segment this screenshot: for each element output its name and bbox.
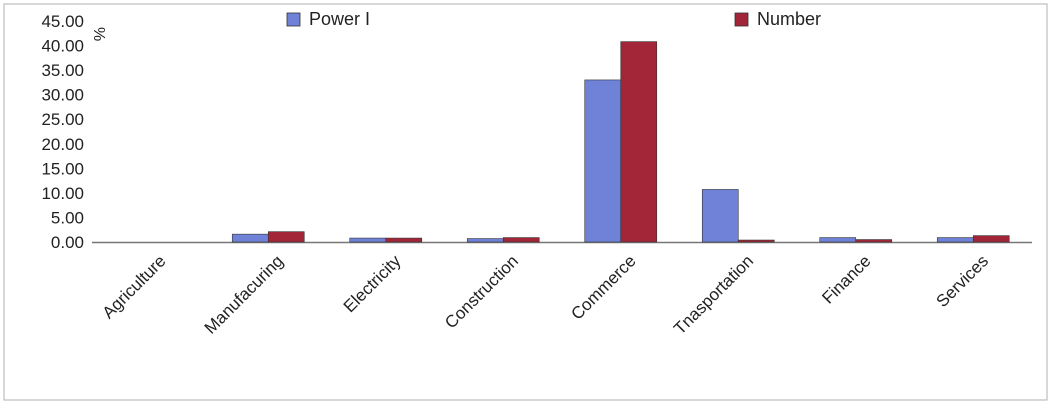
bar-number	[267, 231, 305, 243]
legend-label: Number	[757, 9, 821, 29]
bar-power	[466, 238, 504, 243]
y-tick-label: 45.00	[41, 12, 84, 31]
chart-frame	[3, 3, 1048, 401]
legend: Power I Number	[286, 9, 821, 29]
bar-power	[584, 79, 622, 243]
bar-number	[972, 235, 1010, 243]
bar-number	[737, 239, 775, 243]
bar-number	[855, 239, 893, 243]
y-tick-label: 35.00	[41, 61, 84, 80]
legend-swatch	[734, 12, 749, 27]
y-tick-label: 10.00	[41, 184, 84, 203]
bars	[231, 41, 1010, 243]
y-tick-label: 5.00	[51, 208, 84, 227]
bar-power	[701, 189, 739, 243]
y-tick-label: 40.00	[41, 37, 84, 56]
y-tick-label: 15.00	[41, 159, 84, 178]
bar-power	[819, 237, 857, 243]
bar-power	[936, 237, 974, 243]
axes: 0.00 5.00 10.00 15.00 20.00 25.00 30.00 35.00 40…	[41, 12, 1032, 252]
legend-swatch	[286, 12, 301, 27]
bar-number	[502, 237, 540, 243]
bar-power	[231, 233, 269, 243]
bar-power	[349, 237, 387, 243]
y-unit-label: %	[90, 27, 107, 41]
bar-number	[385, 237, 423, 243]
legend-label: Power I	[309, 9, 370, 29]
bar-number	[620, 41, 658, 243]
y-tick-label: 25.00	[41, 110, 84, 129]
y-tick-label: 30.00	[41, 86, 84, 105]
y-tick-label: 20.00	[41, 135, 84, 154]
y-tick-label: 0.00	[51, 233, 84, 252]
